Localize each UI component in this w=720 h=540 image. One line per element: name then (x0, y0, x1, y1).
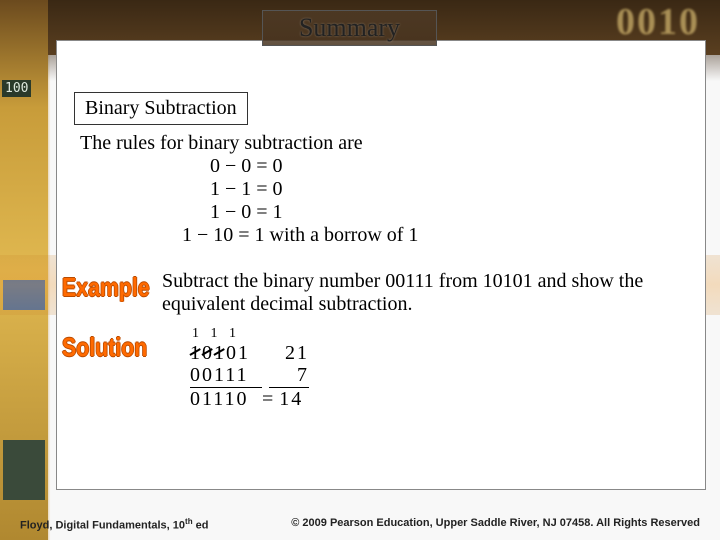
minuend-decimal: 21 (269, 342, 309, 364)
solution-working: 1 1 1 10101 21 00111 7 01110=14 (190, 326, 309, 410)
rules-list: 0 − 0 = 0 1 − 1 = 0 1 − 0 = 1 1 − 10 = 1… (80, 155, 418, 247)
solution-label: Solution (62, 332, 147, 363)
footer-sup: th (185, 517, 193, 526)
subtrahend-row: 00111 7 (190, 364, 309, 387)
minuend-binary: 10101 (190, 342, 262, 364)
subtrahend-decimal: 7 (269, 364, 309, 387)
example-label: Example (62, 272, 150, 303)
footer: Floyd, Digital Fundamentals, 10th ed © 2… (20, 517, 700, 532)
minuend-row: 10101 21 (190, 342, 309, 364)
bg-left-chip-text: 100 (2, 80, 31, 97)
page-title: Summary (299, 13, 400, 43)
footer-ed: ed (193, 520, 209, 532)
rule-4: 1 − 10 = 1 with a borrow of 1 (182, 224, 418, 247)
example-prompt: Subtract the binary number 00111 from 10… (162, 270, 682, 316)
footer-left: Floyd, Digital Fundamentals, 10th ed (20, 517, 209, 532)
borrow-row: 1 1 1 (190, 326, 309, 342)
subtrahend-binary: 00111 (190, 364, 262, 387)
footer-book: Floyd, Digital Fundamentals, 10 (20, 520, 185, 532)
result-binary: 01110 (190, 388, 262, 410)
equals-sign: = (262, 388, 275, 410)
intro-line: The rules for binary subtraction are (80, 132, 418, 155)
rule-1: 0 − 0 = 0 (210, 155, 418, 178)
bg-left-dark (3, 440, 45, 500)
result-row: 01110=14 (190, 388, 309, 410)
footer-right: © 2009 Pearson Education, Upper Saddle R… (291, 517, 700, 532)
title-box: Summary (262, 10, 437, 46)
rule-3: 1 − 0 = 1 (210, 201, 418, 224)
rule-2: 1 − 1 = 0 (210, 178, 418, 201)
intro-block: The rules for binary subtraction are 0 −… (80, 132, 418, 247)
section-heading: Binary Subtraction (74, 92, 248, 125)
result-decimal: 14 (275, 388, 303, 410)
